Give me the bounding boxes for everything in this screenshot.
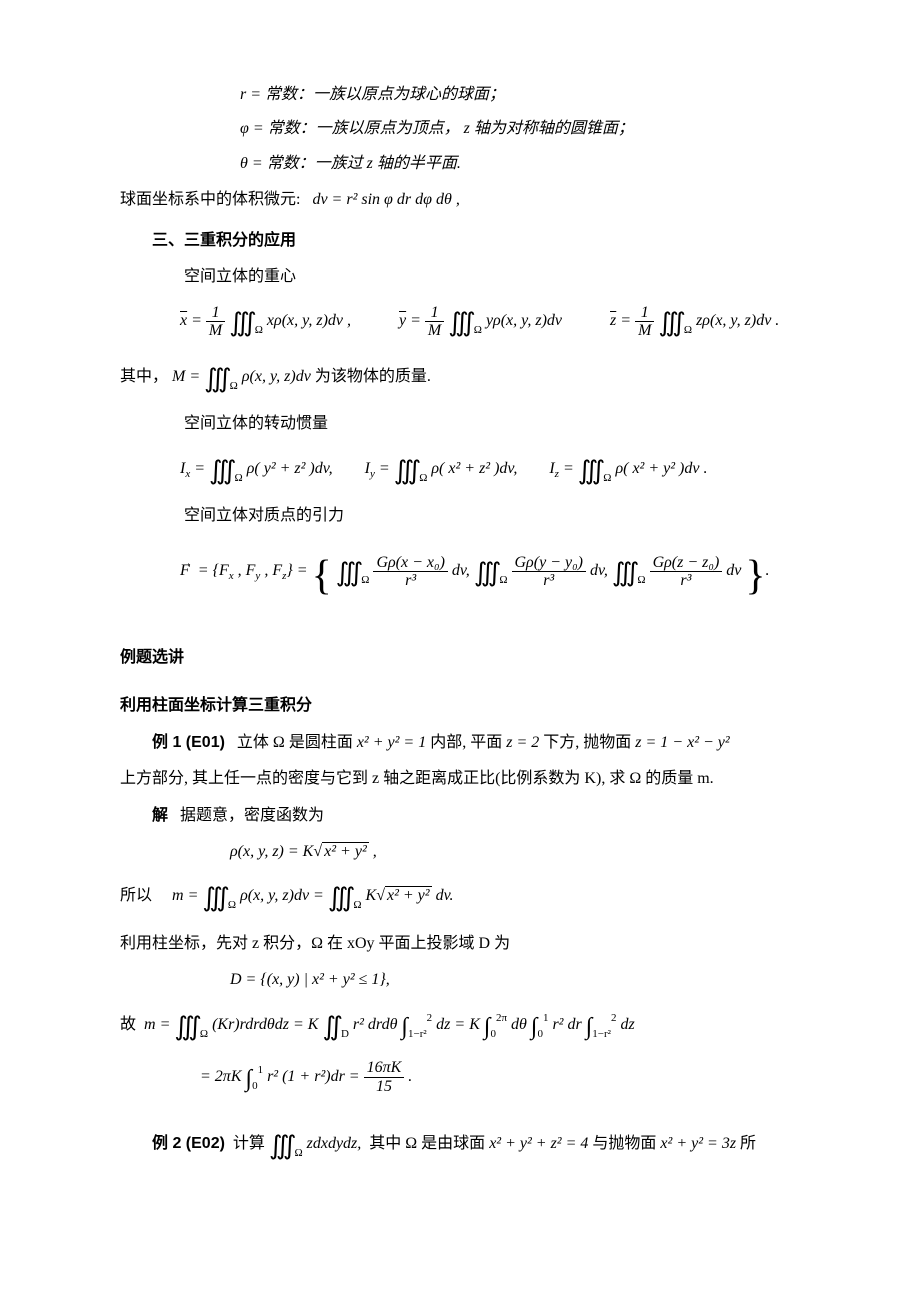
moment-label: 空间立体的转动惯量 — [184, 409, 800, 439]
page: r = 常数：一族以原点为球心的球面； φ = 常数：一族以原点为顶点， z 轴… — [0, 0, 920, 1302]
moment-formulas: Ix = ∭Ω ρ( y² + z² )dv, Iy = ∭Ω ρ( x² + … — [180, 446, 800, 495]
gravity-formula: F = {Fx , Fy , Fz} = { ∭Ω Gρ(x − x₀)r³ d… — [180, 537, 800, 617]
ex1-computation-line2: = 2πK ∫01 r² (1 + r²)dr = 16πK15 . — [200, 1057, 800, 1103]
ex1-D-set: D = {(x, y) | x² + y² ≤ 1}, — [230, 965, 800, 995]
gravity-label: 空间立体对质点的引力 — [184, 501, 800, 531]
ex1-solution-start: 解 据题意，密度函数为 — [120, 801, 800, 831]
ex1-mass-integral: 所以 m = ∭Ω ρ(x, y, z)dv = ∭Ω K√x² + y² dv… — [120, 873, 800, 922]
section-3-title: 三、三重积分的应用 — [152, 226, 800, 256]
volume-element-formula: dv = r² sin φ dr dφ dθ , — [304, 191, 459, 208]
ex2-label: 例 2 (E02) — [152, 1135, 225, 1152]
ex1-statement-line2: 上方部分, 其上任一点的密度与它到 z 轴之距离成正比(比例系数为 K), 求 … — [120, 764, 800, 794]
centroid-label: 空间立体的重心 — [184, 262, 800, 292]
examples-heading: 例题选讲 — [120, 643, 800, 673]
subsection-heading: 利用柱面坐标计算三重积分 — [120, 691, 800, 721]
ex2-statement: 例 2 (E02) 计算 ∭Ω zdxdydz, 其中 Ω 是由球面 x² + … — [120, 1121, 800, 1170]
ex1-rho: ρ(x, y, z) = K√x² + y² , — [230, 837, 800, 867]
ex1-projection-line: 利用柱坐标，先对 z 积分，Ω 在 xOy 平面上投影域 D 为 — [120, 929, 800, 959]
volume-element-label: 球面坐标系中的体积微元: — [120, 191, 300, 208]
ex1-label: 例 1 (E01) — [152, 734, 225, 751]
mass-definition: 其中， M = ∭Ω ρ(x, y, z)dv 为该物体的质量. — [120, 354, 800, 403]
coord-surface-theta: θ = 常数：一族过 z 轴的半平面. — [240, 149, 800, 179]
ex1-statement-line1: 例 1 (E01) 立体 Ω 是圆柱面 x² + y² = 1 内部, 平面 z… — [120, 728, 800, 758]
ex1-computation-line1: 故 m = ∭Ω (Kr)rdrdθdz = K ∬D r² drdθ ∫1−r… — [120, 1002, 800, 1051]
volume-element-line: 球面坐标系中的体积微元: dv = r² sin φ dr dφ dθ , — [120, 185, 800, 215]
coord-surface-r: r = 常数：一族以原点为球心的球面； — [240, 80, 800, 110]
coord-surface-phi: φ = 常数：一族以原点为顶点， z 轴为对称轴的圆锥面； — [240, 114, 800, 144]
ex1-sol-label: 解 — [152, 807, 168, 824]
centroid-formulas: x = 1M ∭Ω xρ(x, y, z)dv , y = 1M ∭Ω yρ(x… — [180, 298, 800, 347]
